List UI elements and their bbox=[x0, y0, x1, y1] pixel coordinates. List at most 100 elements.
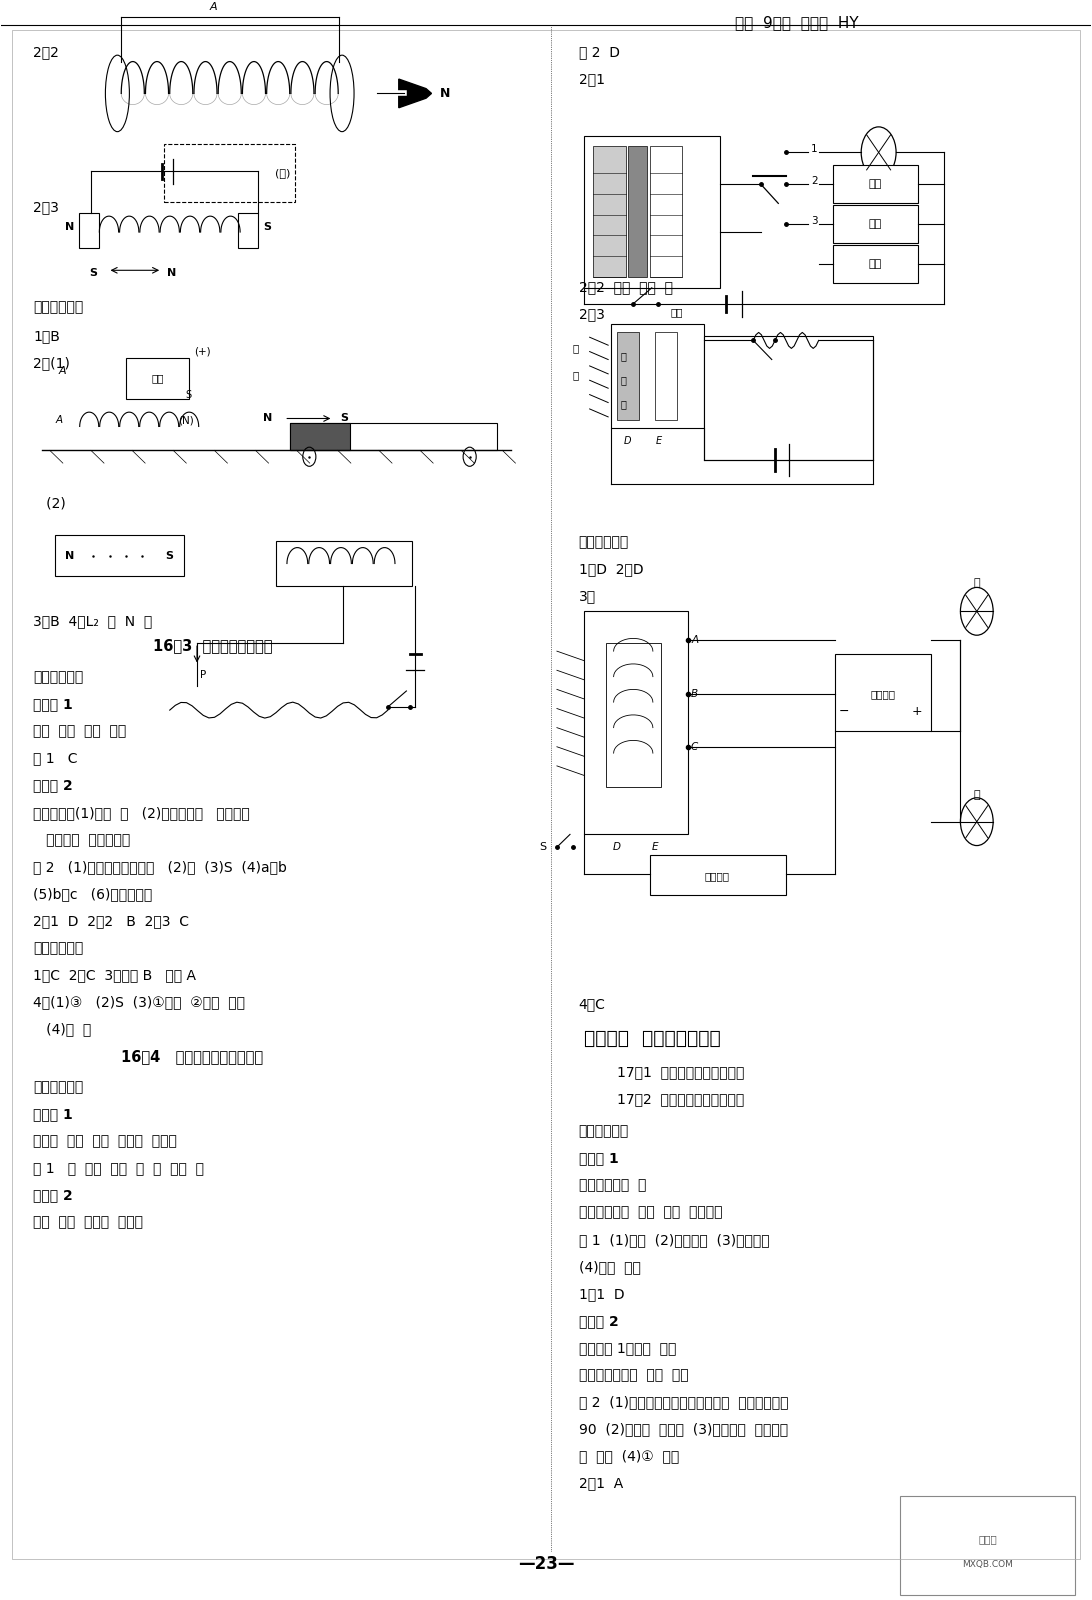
Text: B: B bbox=[691, 690, 698, 699]
Text: (2): (2) bbox=[34, 496, 67, 510]
Text: S: S bbox=[166, 550, 174, 560]
Text: 电磁铁  弹簧  衔铁  动触点  静触点: 电磁铁 弹簧 衔铁 动触点 静触点 bbox=[34, 1134, 177, 1147]
Text: 物理  9年级  全一册  HY: 物理 9年级 全一册 HY bbox=[735, 16, 858, 30]
Text: −: − bbox=[839, 706, 848, 718]
Text: 线圈  铁芯  磁性  磁性: 线圈 铁芯 磁性 磁性 bbox=[34, 725, 127, 739]
Text: 控制  工作  高电压  强电流: 控制 工作 高电压 强电流 bbox=[34, 1216, 143, 1229]
Text: 例 2  D: 例 2 D bbox=[579, 46, 620, 59]
Text: P: P bbox=[200, 670, 206, 680]
Text: 1．1  D: 1．1 D bbox=[579, 1286, 625, 1301]
Text: 3．: 3． bbox=[579, 589, 596, 603]
Text: S: S bbox=[539, 842, 546, 853]
Bar bbox=[833, 205, 918, 243]
Text: 新知归纳 1：线圈  磁体: 新知归纳 1：线圈 磁体 bbox=[579, 1341, 676, 1355]
Text: 1: 1 bbox=[811, 144, 818, 154]
Text: 例 2  (1)磁场对通电导体有力的作用  电流方向不同: 例 2 (1)磁场对通电导体有力的作用 电流方向不同 bbox=[579, 1395, 788, 1410]
Bar bbox=[650, 854, 786, 894]
Text: 90  (2)换向器  刚转过  (3)增大电流  增强磁场: 90 (2)换向器 刚转过 (3)增大电流 增强磁场 bbox=[579, 1422, 787, 1437]
Text: 例 1   C: 例 1 C bbox=[34, 752, 78, 765]
Text: 2．1  A: 2．1 A bbox=[579, 1477, 622, 1491]
Bar bbox=[628, 146, 648, 277]
Text: A: A bbox=[210, 2, 217, 13]
Text: (－): (－) bbox=[275, 168, 290, 178]
Text: 例 2   (1)吸引小铁钉的数目   (2)左  (3)S  (4)a、b: 例 2 (1)吸引小铁钉的数目 (2)左 (3)S (4)a、b bbox=[34, 859, 287, 874]
Text: 低压电源: 低压电源 bbox=[704, 870, 729, 882]
Text: 第十七章  电动机与发电机: 第十七章 电动机与发电机 bbox=[584, 1029, 721, 1048]
Text: D: D bbox=[624, 437, 631, 446]
Text: 16．4   电磁继电器与自动控制: 16．4 电磁继电器与自动控制 bbox=[120, 1050, 263, 1064]
Text: (5)b、c   (6)电流一定时: (5)b、c (6)电流一定时 bbox=[34, 886, 153, 901]
Text: 新知归纳：(1)电流  多   (2)电路的通断   电流大小: 新知归纳：(1)电流 多 (2)电路的通断 电流大小 bbox=[34, 806, 250, 819]
Text: (+): (+) bbox=[194, 347, 211, 357]
Text: S: S bbox=[341, 413, 348, 424]
Text: 知识点 2: 知识点 2 bbox=[34, 779, 73, 792]
Text: E: E bbox=[655, 437, 662, 446]
Bar bbox=[164, 144, 295, 202]
Text: 电源: 电源 bbox=[869, 259, 882, 269]
Text: 线圈匝数  电流的方向: 线圈匝数 电流的方向 bbox=[34, 834, 131, 846]
Polygon shape bbox=[399, 78, 431, 107]
Text: 知识点 1: 知识点 1 bbox=[34, 1107, 73, 1122]
Bar bbox=[56, 534, 183, 576]
Text: 合作探究：左  左: 合作探究：左 左 bbox=[579, 1179, 646, 1192]
Text: 答案圈: 答案圈 bbox=[978, 1534, 997, 1544]
Text: 合作探究：静止  惯性  不能: 合作探究：静止 惯性 不能 bbox=[579, 1368, 688, 1382]
Text: 【新知生成】: 【新知生成】 bbox=[579, 1125, 629, 1139]
Bar bbox=[655, 333, 677, 421]
Text: 4．C: 4．C bbox=[579, 997, 606, 1011]
Text: 知识点 2: 知识点 2 bbox=[34, 1189, 73, 1202]
Text: D: D bbox=[613, 842, 621, 853]
Text: 例 1   有  吸引  拉伸  下  无  拉伸  上: 例 1 有 吸引 拉伸 下 无 拉伸 上 bbox=[34, 1162, 204, 1174]
Bar bbox=[80, 213, 99, 248]
Text: 知识点 2: 知识点 2 bbox=[579, 1314, 618, 1328]
Text: —23—: —23— bbox=[518, 1555, 574, 1573]
Text: 3: 3 bbox=[811, 216, 818, 226]
Text: 高压电源: 高压电源 bbox=[870, 690, 895, 699]
Bar bbox=[289, 424, 497, 450]
Text: 【课堂过关】: 【课堂过关】 bbox=[579, 534, 629, 549]
Bar bbox=[289, 424, 349, 450]
Text: 2．1  D  2．2   B  2．3  C: 2．1 D 2．2 B 2．3 C bbox=[34, 914, 189, 928]
Text: S: S bbox=[186, 389, 191, 400]
Bar bbox=[704, 336, 874, 459]
Bar bbox=[833, 245, 918, 283]
Bar bbox=[238, 213, 258, 248]
Text: 1．B: 1．B bbox=[34, 330, 60, 344]
Text: 绿: 绿 bbox=[973, 578, 981, 587]
Text: 电源: 电源 bbox=[152, 374, 164, 384]
Bar bbox=[650, 146, 682, 277]
Text: 3．B  4．L₂  右  N  左: 3．B 4．L₂ 右 N 左 bbox=[34, 614, 153, 629]
Text: E: E bbox=[652, 842, 658, 853]
Text: 知识点 1: 知识点 1 bbox=[579, 1152, 618, 1165]
Text: 例 1  (1)磁场  (2)电流方向  (3)磁场方向: 例 1 (1)磁场 (2)电流方向 (3)磁场方向 bbox=[579, 1232, 770, 1246]
Text: 红: 红 bbox=[973, 789, 981, 800]
Text: 【课堂过关】: 【课堂过关】 bbox=[34, 301, 84, 315]
Text: 1．C  2．C  3．衔铁 B   螺钉 A: 1．C 2．C 3．衔铁 B 螺钉 A bbox=[34, 968, 197, 982]
Text: 2．2  不亮  充电  充: 2．2 不亮 充电 充 bbox=[579, 280, 673, 294]
Text: (N): (N) bbox=[178, 414, 194, 426]
Text: N: N bbox=[64, 550, 74, 560]
Text: (4)机械  导电: (4)机械 导电 bbox=[579, 1259, 641, 1274]
Bar bbox=[584, 611, 688, 835]
Text: C: C bbox=[691, 742, 698, 752]
Text: 2: 2 bbox=[811, 176, 818, 186]
Bar bbox=[275, 541, 412, 586]
Text: 电: 电 bbox=[620, 352, 626, 362]
Text: 磁: 磁 bbox=[620, 376, 626, 386]
Text: +: + bbox=[912, 706, 923, 718]
Text: (4)大  多: (4)大 多 bbox=[34, 1022, 92, 1037]
Bar bbox=[833, 165, 918, 203]
Text: A: A bbox=[59, 366, 67, 376]
Text: 16．3  探究电磁铁的磁性: 16．3 探究电磁铁的磁性 bbox=[153, 638, 273, 653]
Text: A: A bbox=[56, 414, 63, 426]
Bar bbox=[612, 325, 704, 429]
Bar bbox=[126, 358, 189, 400]
Text: 【课堂过关】: 【课堂过关】 bbox=[34, 941, 84, 955]
Text: 电  机械  (4)①  弹性: 电 机械 (4)① 弹性 bbox=[579, 1450, 679, 1464]
Text: N: N bbox=[263, 413, 273, 424]
Text: 新知归纳：力  电流  磁场  变得相反: 新知归纳：力 电流 磁场 变得相反 bbox=[579, 1206, 722, 1219]
Text: 4．(1)③   (2)S  (3)①增大  ②电流  增大: 4．(1)③ (2)S (3)①增大 ②电流 增大 bbox=[34, 995, 246, 1010]
Text: N: N bbox=[167, 269, 177, 278]
Text: 2．1: 2．1 bbox=[579, 72, 605, 86]
Bar bbox=[606, 643, 661, 787]
